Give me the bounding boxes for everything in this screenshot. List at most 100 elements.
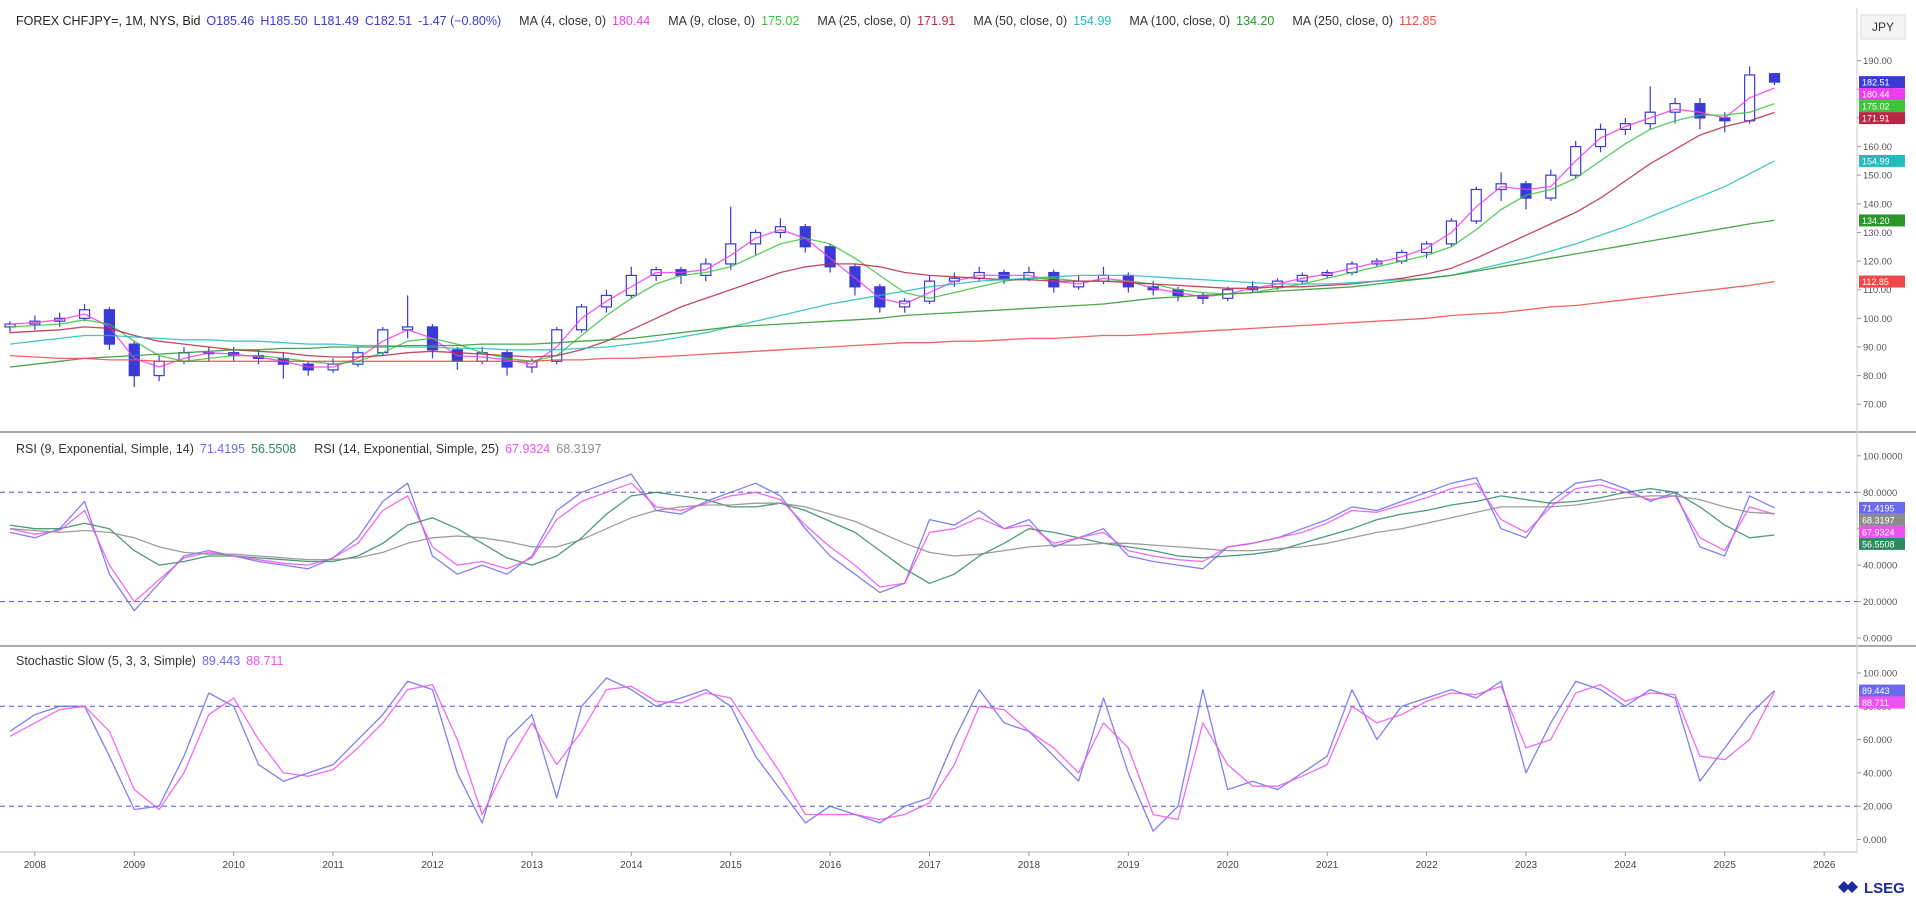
legend-name: MA (100, close, 0) bbox=[1129, 14, 1231, 28]
x-tick-label: 2025 bbox=[1714, 860, 1737, 871]
x-tick-label: 2012 bbox=[421, 860, 444, 871]
y-tick-label: 80.0000 bbox=[1863, 488, 1897, 499]
value-tag-label: 154.99 bbox=[1862, 156, 1890, 166]
value-tag bbox=[1859, 513, 1905, 526]
value-tag bbox=[1859, 112, 1905, 125]
candle-body bbox=[874, 286, 886, 308]
value-tag bbox=[1859, 76, 1905, 89]
value-tag-label: 67.9324 bbox=[1862, 527, 1895, 537]
value-tag bbox=[1859, 696, 1905, 709]
value-tag-label: 171.91 bbox=[1862, 114, 1890, 124]
legend-name: MA (250, close, 0) bbox=[1292, 14, 1394, 28]
legend: RSI (9, Exponential, Simple, 14) 71.4195 5… bbox=[16, 442, 619, 456]
value-tag-label: 88.711 bbox=[1862, 698, 1889, 708]
legend-value: 68.3197 bbox=[556, 442, 602, 456]
value-tag-label: 180.44 bbox=[1862, 90, 1890, 100]
x-tick-label: 2022 bbox=[1415, 860, 1438, 871]
candle-body bbox=[725, 243, 737, 265]
y-tick-label: 80.00 bbox=[1863, 371, 1887, 382]
y-tick-label: 90.00 bbox=[1863, 342, 1887, 353]
y-tick-label: 100.00 bbox=[1863, 314, 1892, 325]
legend-value: 56.5508 bbox=[251, 442, 297, 456]
x-tick-label: 2009 bbox=[123, 860, 146, 871]
y-tick-label: 40.0000 bbox=[1863, 561, 1897, 572]
value-tag bbox=[1859, 684, 1905, 697]
x-tick-label: 2016 bbox=[819, 860, 842, 871]
candle-body bbox=[1470, 188, 1482, 222]
series-line bbox=[9, 219, 1775, 368]
y-tick-label: 140.00 bbox=[1863, 199, 1892, 210]
series-line bbox=[9, 111, 1775, 358]
value-tag-label: 56.5508 bbox=[1862, 539, 1895, 549]
logo-mark bbox=[1838, 881, 1858, 893]
value-tag-label: 89.443 bbox=[1862, 686, 1890, 696]
value-tag-label: 68.3197 bbox=[1862, 515, 1895, 525]
value-tag bbox=[1859, 275, 1905, 288]
value-tag-label: 134.20 bbox=[1862, 216, 1890, 226]
series-line bbox=[9, 280, 1775, 362]
legend-value: 112.85 bbox=[1399, 14, 1437, 28]
ohlc-value: O185.46 bbox=[206, 14, 255, 28]
ohlc-value: L181.49 bbox=[313, 14, 359, 28]
legend: Stochastic Slow (5, 3, 3, Simple) 89.443 8… bbox=[16, 654, 301, 668]
value-tag-label: 71.4195 bbox=[1862, 503, 1895, 513]
value-tag bbox=[1859, 214, 1905, 227]
y-tick-label: 40.000 bbox=[1863, 768, 1892, 779]
legend-name: RSI (14, Exponential, Simple, 25) bbox=[314, 442, 500, 456]
x-tick-label: 2026 bbox=[1813, 860, 1836, 871]
legend-value: 89.443 bbox=[201, 654, 241, 668]
x-tick-label: 2014 bbox=[620, 860, 643, 871]
y-tick-label: 70.00 bbox=[1863, 400, 1887, 411]
legend-value: 134.20 bbox=[1236, 14, 1275, 28]
x-tick-label: 2020 bbox=[1217, 860, 1240, 871]
y-tick-label: 130.00 bbox=[1863, 228, 1892, 239]
symbol: FOREX CHFJPY=, 1M, NYS, Bid bbox=[16, 14, 201, 28]
value-tag bbox=[1859, 525, 1905, 538]
y-tick-label: 100.000 bbox=[1863, 668, 1897, 679]
candle-body bbox=[153, 360, 165, 377]
currency-label: JPY bbox=[1872, 20, 1894, 34]
x-tick-label: 2021 bbox=[1316, 860, 1339, 871]
value-tag-label: 182.51 bbox=[1862, 78, 1890, 88]
y-tick-label: 190.00 bbox=[1863, 56, 1892, 67]
legend-name: RSI (9, Exponential, Simple, 14) bbox=[16, 442, 194, 456]
x-tick-label: 2018 bbox=[1018, 860, 1041, 871]
value-tag bbox=[1859, 501, 1905, 514]
y-tick-label: 160.00 bbox=[1863, 142, 1892, 153]
x-tick-label: 2013 bbox=[521, 860, 544, 871]
legend-name: MA (4, close, 0) bbox=[519, 14, 606, 28]
legend-name: MA (25, close, 0) bbox=[817, 14, 912, 28]
x-tick-label: 2011 bbox=[322, 860, 344, 871]
series-line bbox=[9, 495, 1775, 561]
y-tick-label: 100.0000 bbox=[1863, 451, 1903, 462]
series-line bbox=[9, 87, 1775, 368]
series-line bbox=[9, 677, 1775, 832]
legend-value: 154.99 bbox=[1073, 14, 1112, 28]
candle-body bbox=[625, 274, 637, 297]
candle-body bbox=[1694, 103, 1706, 119]
value-tag bbox=[1859, 100, 1905, 113]
legend-name: MA (50, close, 0) bbox=[973, 14, 1068, 28]
candle-body bbox=[923, 280, 936, 302]
series-line bbox=[9, 473, 1775, 612]
candle-body bbox=[1520, 183, 1532, 199]
y-tick-label: 0.0000 bbox=[1863, 633, 1892, 644]
x-tick-label: 2019 bbox=[1117, 860, 1140, 871]
series-line bbox=[9, 160, 1775, 351]
candle-body bbox=[849, 266, 861, 288]
x-tick-label: 2015 bbox=[720, 860, 743, 871]
legend-name: Stochastic Slow (5, 3, 3, Simple) bbox=[16, 654, 196, 668]
y-tick-label: 20.000 bbox=[1863, 802, 1892, 813]
value-tag bbox=[1859, 537, 1905, 550]
y-tick-label: 60.000 bbox=[1863, 735, 1892, 746]
legend-value: 88.711 bbox=[246, 654, 284, 668]
series-line bbox=[9, 683, 1776, 821]
logo-text: LSEG bbox=[1864, 880, 1905, 897]
legend-value: 171.91 bbox=[917, 14, 956, 28]
change: -1.47 (−0.80%) bbox=[418, 14, 502, 28]
legend-value: 175.02 bbox=[761, 14, 800, 28]
x-tick-label: 2023 bbox=[1515, 860, 1538, 871]
